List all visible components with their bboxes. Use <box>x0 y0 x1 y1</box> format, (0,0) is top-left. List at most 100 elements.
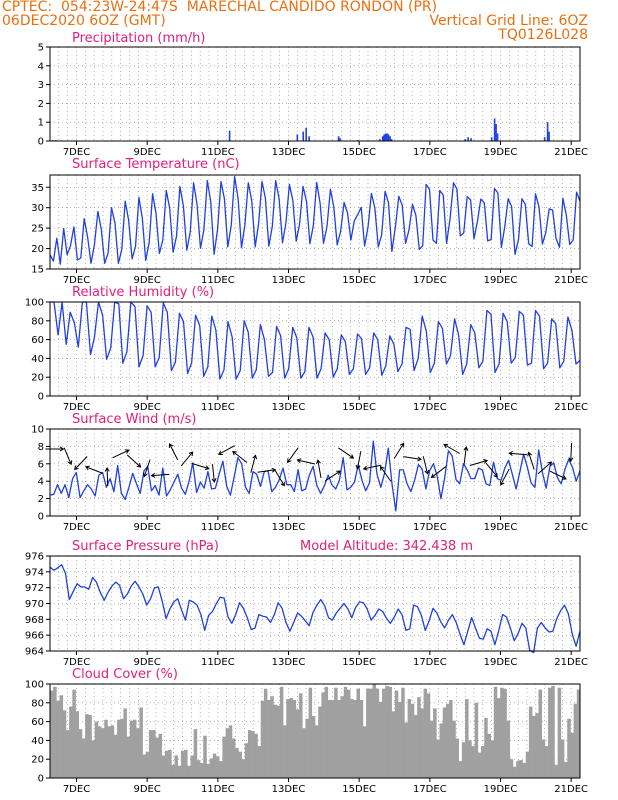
cloud-bar <box>85 714 89 778</box>
y-tick-label: 60 <box>31 335 44 346</box>
cloud-bar <box>241 759 246 778</box>
wind-arrow-icon <box>112 449 130 459</box>
wind-arrow-icon <box>537 461 553 475</box>
precip-bar <box>387 134 390 141</box>
x-tick-label: 11DEC <box>201 275 235 286</box>
cloud-bar <box>337 699 341 778</box>
cloud-bar <box>503 688 507 778</box>
cloud-bar <box>557 687 562 778</box>
precip-bar <box>546 122 549 141</box>
cloud-bar <box>184 749 188 778</box>
cloud-bar <box>107 726 111 778</box>
cloud-bar <box>564 762 568 778</box>
cloud-bar <box>461 742 466 778</box>
cloud-bar <box>148 730 153 778</box>
wind-arrow-icon <box>463 446 469 465</box>
cloud-bar <box>554 764 558 778</box>
cloud-bar <box>573 703 578 778</box>
cloud-bar <box>123 708 127 778</box>
cloud-bar <box>174 755 179 778</box>
wind-arrow-icon <box>142 459 151 478</box>
y-tick-label: 35 <box>31 183 44 194</box>
x-tick-label: 17DEC <box>413 522 447 533</box>
cloud-bar <box>490 740 495 778</box>
cloud-bar <box>350 699 354 778</box>
cloud-bar <box>279 686 284 778</box>
panel-title: Surface Temperature (nC) <box>72 157 240 172</box>
wind-arrow-icon <box>549 470 567 480</box>
y-tick-label: 25 <box>31 224 44 235</box>
cloud-bar <box>225 728 230 778</box>
cloud-bar <box>442 707 447 778</box>
station-header: CPTEC: 054:23W-24:47S MARECHAL CANDIDO R… <box>2 0 438 15</box>
y-tick-label: 968 <box>25 615 44 626</box>
cloud-bar <box>200 762 204 778</box>
cloud-bar <box>551 685 555 778</box>
cloud-bar <box>244 743 249 778</box>
cloud-bar <box>260 700 265 778</box>
cloud-bar <box>544 746 549 778</box>
cloud-bar <box>567 718 571 778</box>
wind-arrow-icon <box>191 462 210 471</box>
cloud-bar <box>263 688 268 778</box>
wind-arrow-icon <box>296 458 316 465</box>
wind-arrow-icon <box>63 447 73 466</box>
series-line <box>49 175 581 265</box>
y-tick-label: 2 <box>38 494 44 505</box>
precip-bar <box>390 139 393 141</box>
cloud-bar <box>334 687 338 778</box>
cloud-bar <box>436 739 440 778</box>
cloud-bar <box>388 686 392 778</box>
cloud-bar <box>487 733 491 778</box>
wind-arrow-icon <box>73 456 88 471</box>
cloud-bar <box>139 707 143 778</box>
cloud-bar <box>318 706 322 778</box>
y-tick-label: 970 <box>25 599 44 610</box>
x-tick-label: 15DEC <box>342 522 376 533</box>
cloud-bar <box>423 688 428 778</box>
wind-arrow-icon <box>362 464 382 471</box>
cloud-bar <box>126 736 131 778</box>
wind-arrow-icon <box>211 463 217 483</box>
cloud-bar <box>493 686 498 778</box>
x-tick-label: 11DEC <box>201 402 235 413</box>
panel-title: Precipitation (mm/h) <box>72 31 205 46</box>
cloud-bar <box>445 703 450 778</box>
panel-annotation: Model Altitude: 342.438 m <box>300 539 473 554</box>
cloud-bar <box>506 720 511 778</box>
cloud-bar <box>500 687 504 778</box>
precip-bar <box>302 131 305 141</box>
cloud-bar <box>538 689 542 778</box>
cloud-bar <box>104 719 108 778</box>
precip-bar <box>467 137 469 141</box>
precip-bar <box>296 134 299 141</box>
cloud-bar <box>254 733 258 778</box>
cloud-bar <box>366 688 370 778</box>
cloud-bar <box>299 693 303 778</box>
cloud-bar <box>65 730 70 778</box>
cloud-bar <box>541 739 546 778</box>
cloud-bar <box>168 749 172 778</box>
wind-arrow-icon <box>45 446 65 452</box>
panel-title: Relative Humidity (%) <box>72 285 214 300</box>
cloud-bar <box>398 701 402 778</box>
plot-frame <box>49 174 581 270</box>
cloud-bar <box>429 720 434 778</box>
cloud-bar <box>528 706 533 778</box>
cloud-bar <box>289 698 293 778</box>
wind-arrow-icon <box>379 465 392 482</box>
y-tick-label: 4 <box>38 61 44 72</box>
cloud-bar <box>452 720 456 778</box>
x-tick-label: 7DEC <box>63 784 90 795</box>
cloud-bar <box>81 738 86 778</box>
series-line <box>49 440 581 512</box>
cloud-bar <box>231 738 236 778</box>
cloud-bar <box>91 740 95 778</box>
cloud-bar <box>267 699 271 778</box>
cloud-bar <box>222 736 226 778</box>
y-tick-label: 5 <box>38 43 44 54</box>
x-tick-label: 15DEC <box>342 784 376 795</box>
cloud-bar <box>413 715 418 778</box>
cloud-bar <box>362 726 367 778</box>
cloud-bar <box>72 689 76 778</box>
